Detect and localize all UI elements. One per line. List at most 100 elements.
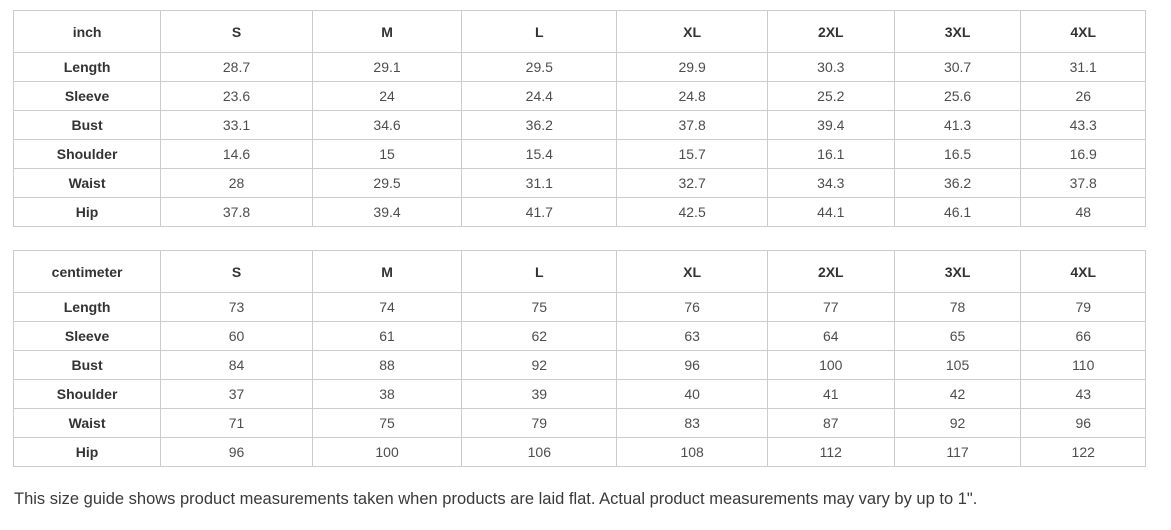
size-table-centimeter: centimeter S M L XL 2XL 3XL 4XL Length 73… [12,250,1146,467]
value-cell: 41.3 [893,110,1022,140]
value-cell: 24.4 [461,81,618,111]
value-cell: 29.5 [461,52,618,82]
measurement-row: Sleeve 23.6 24 24.4 24.8 25.2 25.6 26 [12,81,1146,111]
size-column-header: 2XL [766,10,895,53]
size-column-header: XL [616,250,768,293]
value-cell: 106 [461,437,618,467]
value-cell: 110 [1020,350,1146,380]
size-column-header: S [160,10,313,53]
value-cell: 30.3 [766,52,895,82]
value-cell: 60 [160,321,313,351]
value-cell: 41.7 [461,197,618,227]
row-label-cell: Shoulder [12,139,162,169]
value-cell: 100 [766,350,895,380]
value-cell: 122 [1020,437,1146,467]
measurement-row: Hip 96 100 106 108 112 117 122 [12,437,1146,467]
value-cell: 63 [616,321,768,351]
value-cell: 37.8 [1020,168,1146,198]
value-cell: 62 [461,321,618,351]
size-column-header: 3XL [893,250,1022,293]
value-cell: 88 [311,350,463,380]
value-cell: 84 [160,350,313,380]
size-column-header: M [311,10,463,53]
value-cell: 75 [461,292,618,322]
value-cell: 79 [1020,292,1146,322]
value-cell: 24 [311,81,463,111]
value-cell: 112 [766,437,895,467]
value-cell: 39.4 [311,197,463,227]
value-cell: 15.4 [461,139,618,169]
value-cell: 16.9 [1020,139,1146,169]
value-cell: 16.1 [766,139,895,169]
value-cell: 87 [766,408,895,438]
value-cell: 100 [311,437,463,467]
value-cell: 15.7 [616,139,768,169]
size-column-header: L [461,10,618,53]
size-column-header: 4XL [1020,10,1146,53]
value-cell: 29.9 [616,52,768,82]
row-label-cell: Sleeve [12,81,162,111]
value-cell: 34.3 [766,168,895,198]
value-cell: 96 [160,437,313,467]
value-cell: 14.6 [160,139,313,169]
row-label-cell: Bust [12,350,162,380]
size-column-header: XL [616,10,768,53]
row-label-cell: Length [12,292,162,322]
size-column-header: 4XL [1020,250,1146,293]
value-cell: 36.2 [461,110,618,140]
value-cell: 41 [766,379,895,409]
row-label-cell: Hip [12,197,162,227]
value-cell: 37.8 [616,110,768,140]
value-cell: 29.5 [311,168,463,198]
value-cell: 46.1 [893,197,1022,227]
value-cell: 76 [616,292,768,322]
value-cell: 92 [461,350,618,380]
value-cell: 32.7 [616,168,768,198]
measurement-row: Shoulder 37 38 39 40 41 42 43 [12,379,1146,409]
value-cell: 23.6 [160,81,313,111]
value-cell: 108 [616,437,768,467]
value-cell: 40 [616,379,768,409]
value-cell: 31.1 [461,168,618,198]
value-cell: 66 [1020,321,1146,351]
value-cell: 77 [766,292,895,322]
value-cell: 65 [893,321,1022,351]
value-cell: 26 [1020,81,1146,111]
value-cell: 39.4 [766,110,895,140]
size-column-header: S [160,250,313,293]
value-cell: 75 [311,408,463,438]
value-cell: 44.1 [766,197,895,227]
value-cell: 105 [893,350,1022,380]
value-cell: 38 [311,379,463,409]
measurement-row: Waist 71 75 79 83 87 92 96 [12,408,1146,438]
value-cell: 61 [311,321,463,351]
value-cell: 73 [160,292,313,322]
size-table-centimeter-header-row: centimeter S M L XL 2XL 3XL 4XL [12,250,1146,293]
size-table-inch-header-row: inch S M L XL 2XL 3XL 4XL [12,10,1146,53]
measurement-row: Sleeve 60 61 62 63 64 65 66 [12,321,1146,351]
value-cell: 37.8 [160,197,313,227]
size-table-inch: inch S M L XL 2XL 3XL 4XL Length 28.7 29.1… [12,10,1146,227]
value-cell: 71 [160,408,313,438]
value-cell: 30.7 [893,52,1022,82]
value-cell: 16.5 [893,139,1022,169]
unit-header-cell: centimeter [12,250,162,293]
value-cell: 117 [893,437,1022,467]
size-table-inch-body: Length 28.7 29.1 29.5 29.9 30.3 30.7 31.1 Sleeve… [12,52,1146,227]
value-cell: 78 [893,292,1022,322]
size-column-header: L [461,250,618,293]
row-label-cell: Hip [12,437,162,467]
value-cell: 25.2 [766,81,895,111]
measurement-row: Length 28.7 29.1 29.5 29.9 30.3 30.7 31.1 [12,52,1146,82]
value-cell: 31.1 [1020,52,1146,82]
row-label-cell: Waist [12,408,162,438]
size-guide-note: This size guide shows product measuremen… [14,490,978,508]
row-label-cell: Shoulder [12,379,162,409]
value-cell: 43 [1020,379,1146,409]
measurement-row: Length 73 74 75 76 77 78 79 [12,292,1146,322]
row-label-cell: Sleeve [12,321,162,351]
value-cell: 79 [461,408,618,438]
value-cell: 92 [893,408,1022,438]
unit-header-cell: inch [12,10,162,53]
